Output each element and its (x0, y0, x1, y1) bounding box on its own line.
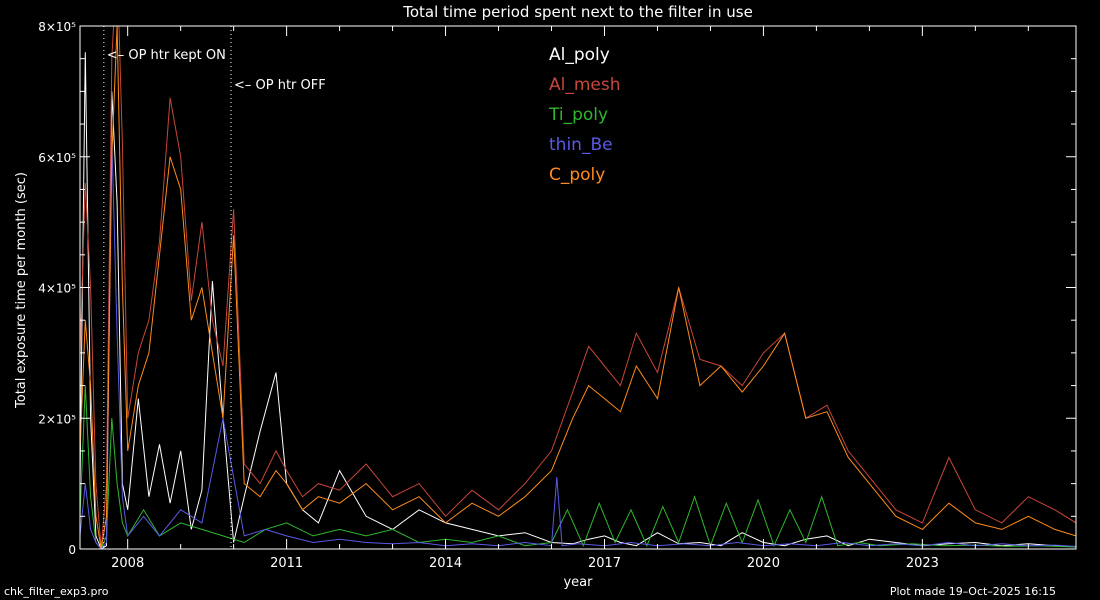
y-tick-label: 8×10⁵ (38, 20, 76, 34)
legend-entry-al-poly: Al_poly (549, 45, 610, 65)
x-axis-label: year (563, 575, 593, 590)
series-line-thin-be (80, 137, 1076, 549)
legend-entry-al-mesh: Al_mesh (549, 75, 621, 95)
x-tick-label: 2014 (429, 556, 462, 571)
y-tick-label: 0 (68, 543, 76, 557)
y-tick-label: 4×10⁵ (38, 282, 76, 296)
x-tick-label: 2017 (588, 556, 621, 571)
series-line-c-poly (80, 26, 1076, 549)
annotation-text-1: <– OP htr kept ON (107, 48, 226, 63)
legend-entry-thin-be: thin_Be (549, 135, 613, 155)
x-tick-label: 2008 (111, 556, 144, 571)
annotation-layer: <– OP htr kept ON <– OP htr OFF (103, 26, 326, 549)
annotation-text-2: <– OP htr OFF (234, 78, 326, 93)
y-tick-label: 6×10⁵ (38, 151, 76, 165)
legend: Al_poly Al_mesh Ti_poly thin_Be C_poly (548, 45, 621, 185)
series-line-al-poly (80, 52, 1076, 549)
footer-timestamp: Plot made 19–Oct–2025 16:15 (889, 585, 1056, 598)
series-layer (80, 26, 1076, 549)
x-tick-label: 2023 (906, 556, 939, 571)
series-line-al-mesh (80, 26, 1076, 549)
x-tick-label: 2020 (747, 556, 780, 571)
axis-layer: 2008 2011 2014 2017 2020 2023 0 2×10⁵ 4×10⁵ 6×10⁵… (38, 20, 1076, 571)
x-tick-label: 2011 (270, 556, 303, 571)
footer-script-name: chk_filter_exp3.pro (4, 585, 109, 598)
y-tick-label: 2×10⁵ (38, 412, 76, 426)
y-axis-label: Total exposure time per month (sec) (14, 172, 29, 409)
chart-title: Total time period spent next to the filt… (402, 3, 753, 21)
legend-entry-ti-poly: Ti_poly (548, 105, 608, 125)
legend-entry-c-poly: C_poly (549, 165, 605, 185)
